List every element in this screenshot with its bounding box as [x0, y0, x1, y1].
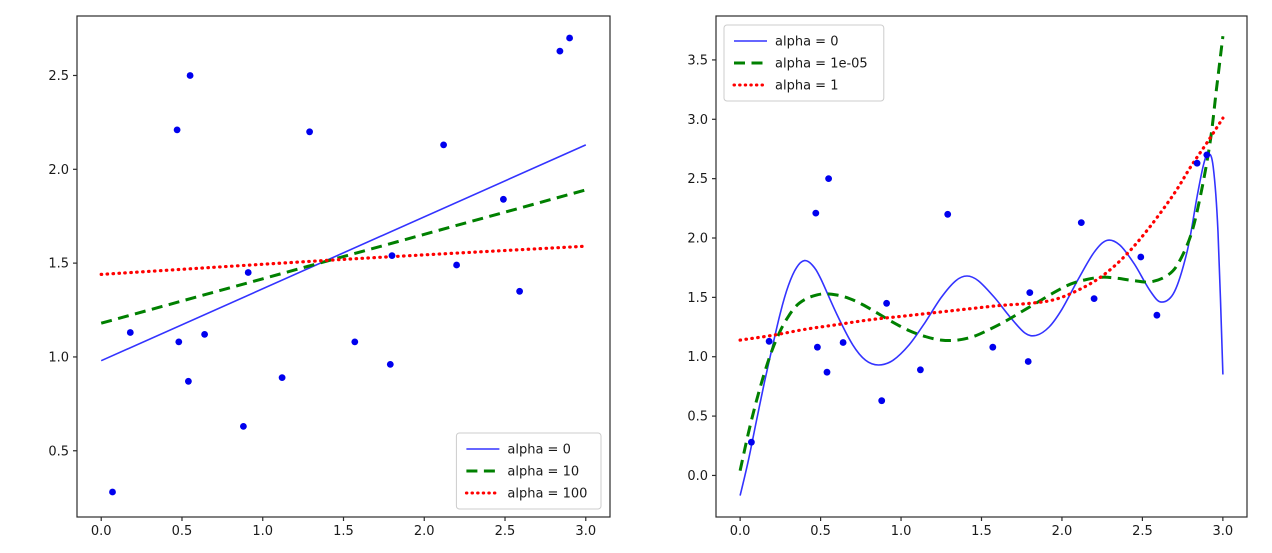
scatter-point [1090, 295, 1098, 302]
y-tick-label: 1.5 [687, 291, 708, 306]
scatter-point [1077, 219, 1085, 227]
legend-label: alpha = 0 [775, 35, 838, 50]
y-tick-label: 0.0 [687, 469, 708, 484]
scatter-point [185, 377, 192, 385]
legend-label: alpha = 10 [507, 465, 579, 480]
x-tick-label: 2.0 [414, 524, 435, 539]
scatter-point [440, 141, 447, 149]
scatter-point [388, 252, 396, 259]
scatter-point [556, 47, 564, 55]
y-tick-label: 3.0 [687, 113, 708, 128]
x-tick-label: 2.0 [1052, 524, 1073, 539]
x-tick-label: 0.5 [810, 524, 831, 539]
y-tick-label: 2.0 [687, 232, 708, 247]
scatter-point [201, 331, 209, 338]
x-tick-label: 3.0 [575, 524, 596, 539]
scatter-point [1203, 151, 1211, 159]
right-plot-plot-area [738, 36, 1225, 496]
scatter-point [453, 261, 460, 269]
scatter-point [765, 337, 773, 345]
x-tick-label: 2.5 [495, 524, 516, 539]
y-tick-label: 1.5 [48, 257, 69, 272]
scatter-point [1137, 253, 1145, 261]
left-plot-series-1-line [100, 188, 587, 325]
left-plot-legend: alpha = 0 alpha = 10 alpha = 100 [455, 432, 602, 510]
left-plot-series-0-line [100, 144, 587, 362]
scatter-point [825, 175, 832, 183]
right-plot: 0.0 0.5 1.0 1.5 2.0 2.5 3.0 0.0 0.5 1.0 1.5 2.0 2.5 3… [687, 15, 1248, 539]
scatter-point [500, 195, 507, 203]
x-tick-label: 2.5 [1132, 524, 1153, 539]
right-plot-legend: alpha = 0 alpha = 1e-05 alpha = 1 [723, 24, 885, 102]
x-tick-label: 1.0 [252, 524, 273, 539]
x-tick-label: 1.0 [891, 524, 912, 539]
x-tick-label: 1.5 [333, 524, 354, 539]
legend-label: alpha = 100 [507, 487, 587, 502]
legend-label: alpha = 1 [775, 79, 838, 94]
right-plot-series-0-line [739, 152, 1224, 496]
scatter-point [989, 343, 997, 351]
right-plot-series-2-line [738, 116, 1225, 342]
x-tick-label: 0.5 [172, 524, 193, 539]
left-plot-plot-area [99, 34, 588, 496]
scatter-point [944, 210, 952, 218]
scatter-point [748, 438, 755, 446]
x-tick-label: 3.0 [1213, 524, 1234, 539]
scatter-point [516, 287, 523, 295]
scatter-point [1026, 289, 1034, 296]
left-plot: 0.0 0.5 1.0 1.5 2.0 2.5 3.0 0.5 1.0 1.5 2.0 2.5 alph… [48, 15, 611, 539]
scatter-point [1193, 159, 1201, 167]
scatter-point [839, 339, 847, 346]
y-tick-label: 2.5 [687, 172, 708, 187]
scatter-point [175, 338, 183, 346]
scatter-point [351, 338, 359, 346]
legend-box [723, 24, 885, 102]
x-tick-label: 0.0 [730, 524, 751, 539]
scatter-point [1024, 358, 1032, 365]
x-tick-label: 0.0 [91, 524, 112, 539]
scatter-point [173, 126, 181, 134]
y-tick-label: 0.5 [48, 444, 69, 459]
scatter-point [917, 366, 924, 374]
left-plot-series-2-line [99, 244, 588, 276]
right-plot-series-1-line [738, 36, 1225, 472]
y-tick-label: 2.5 [48, 69, 69, 84]
y-tick-label: 2.0 [48, 163, 69, 178]
scatter-point [566, 34, 573, 42]
scatter-point [186, 72, 194, 79]
legend-label: alpha = 0 [507, 443, 570, 458]
y-tick-label: 0.5 [687, 410, 708, 425]
scatter-point [386, 361, 394, 368]
legend-box [455, 432, 602, 510]
scatter-point [883, 299, 890, 307]
scatter-point [126, 329, 134, 336]
y-tick-label: 1.0 [48, 350, 69, 365]
scatter-point [240, 423, 247, 430]
scatter-point [244, 269, 252, 276]
scatter-point [1153, 311, 1161, 319]
scatter-point [278, 374, 286, 381]
scatter-point [109, 488, 116, 496]
scatter-point [878, 397, 886, 405]
y-tick-label: 3.5 [687, 53, 708, 68]
x-tick-label: 1.5 [971, 524, 992, 539]
scatter-point [823, 368, 831, 376]
scatter-point [306, 128, 313, 136]
y-tick-label: 1.0 [687, 350, 708, 365]
scatter-point [814, 343, 821, 351]
scatter-point [812, 209, 820, 217]
legend-label: alpha = 1e-05 [775, 57, 868, 72]
